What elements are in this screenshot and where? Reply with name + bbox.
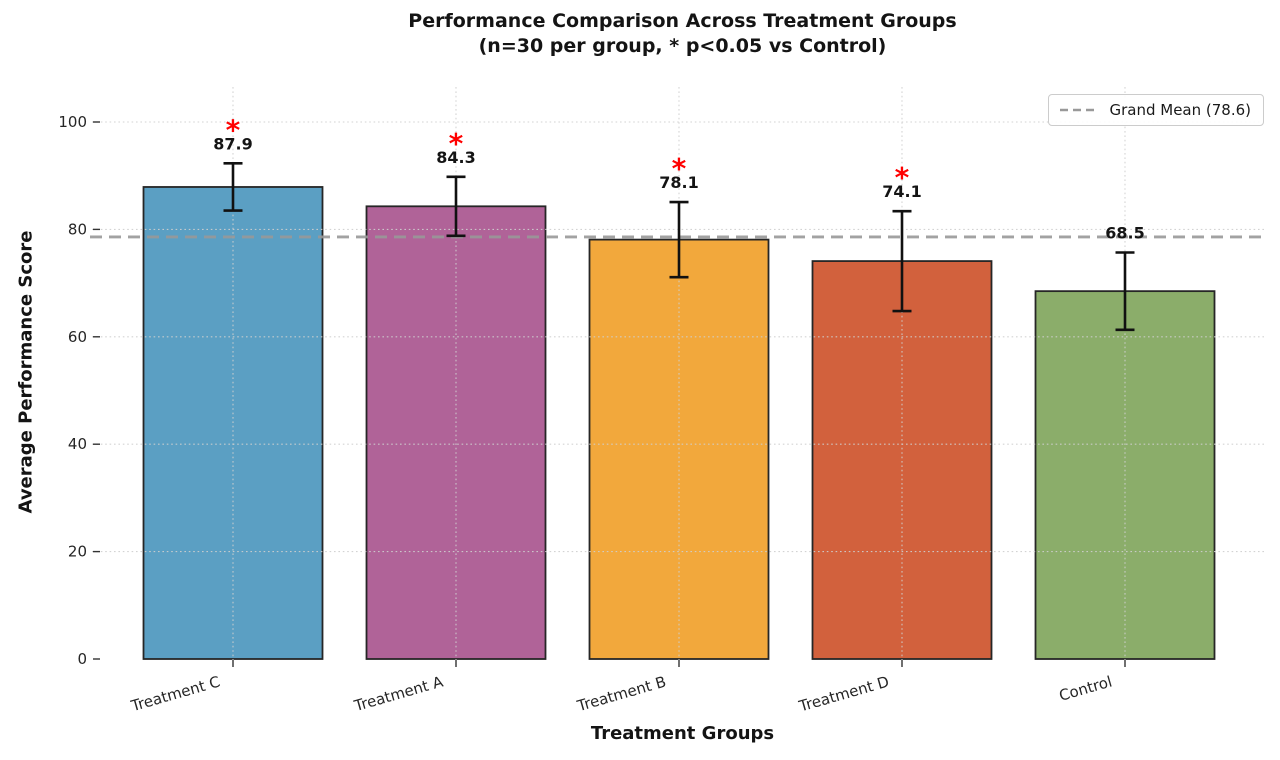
bar-value-label: 87.9 xyxy=(213,134,252,153)
x-tick-label: Treatment B xyxy=(574,673,668,716)
y-tick-label: 100 xyxy=(58,113,87,131)
x-tick-label: Treatment C xyxy=(128,673,222,716)
legend-label: Grand Mean (78.6) xyxy=(1109,101,1251,119)
significance-asterisk: * xyxy=(895,161,910,194)
bar-value-label: 68.5 xyxy=(1105,223,1144,242)
y-tick-label: 60 xyxy=(68,328,87,346)
y-tick-label: 0 xyxy=(77,650,87,668)
x-tick-label: Treatment A xyxy=(351,672,445,715)
y-tick-label: 80 xyxy=(68,220,87,238)
bar-value-label: 78.1 xyxy=(659,173,698,192)
bar xyxy=(365,205,547,660)
x-tick-label: Control xyxy=(1057,673,1114,705)
x-axis-title: Treatment Groups xyxy=(590,723,775,744)
bar xyxy=(811,260,993,660)
bar-value-label: 74.1 xyxy=(882,182,921,201)
bar-value-label: 84.3 xyxy=(436,148,475,167)
y-tick-label: 40 xyxy=(68,435,87,453)
significance-asterisk: * xyxy=(449,127,464,160)
y-tick-label: 20 xyxy=(68,543,87,561)
chart-title-block: Performance Comparison Across Treatment … xyxy=(100,9,1265,59)
legend: Grand Mean (78.6) xyxy=(1048,94,1264,126)
significance-asterisk: * xyxy=(226,113,241,146)
significance-asterisk: * xyxy=(672,152,687,185)
chart-title: Performance Comparison Across Treatment … xyxy=(408,10,957,32)
legend-dashed-line-icon xyxy=(1060,108,1099,112)
x-tick-label: Treatment D xyxy=(796,673,891,716)
chart-subtitle: (n=30 per group, * p<0.05 vs Control) xyxy=(478,35,887,57)
